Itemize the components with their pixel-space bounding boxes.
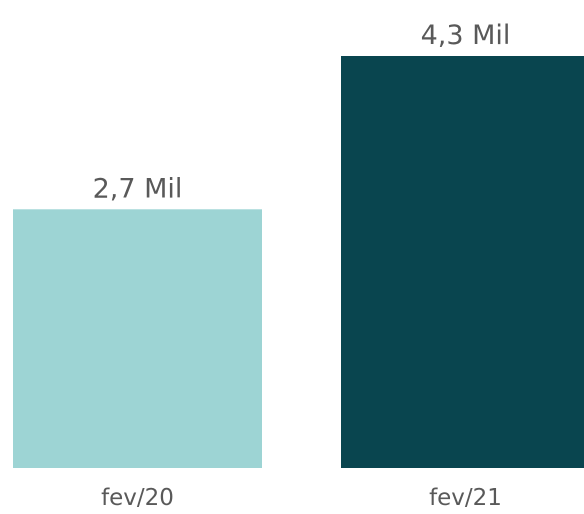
bar-1 [13, 209, 262, 469]
bars-layer [13, 56, 584, 469]
data-labels-layer: 2,7 Mil 4,3 Mil [93, 20, 511, 204]
bar-2 [341, 56, 584, 468]
category-label-2: fev/21 [429, 485, 502, 510]
data-label-2: 4,3 Mil [421, 20, 511, 51]
category-label-1: fev/20 [101, 485, 174, 510]
category-axis: fev/20 fev/21 [101, 485, 502, 511]
data-label-1: 2,7 Mil [93, 173, 183, 204]
